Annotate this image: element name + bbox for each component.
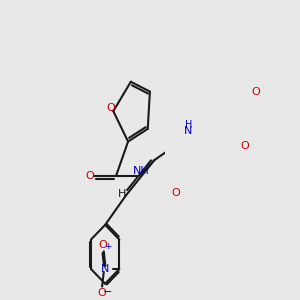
Text: O: O <box>97 288 106 298</box>
Text: NH: NH <box>133 167 150 176</box>
Text: O: O <box>86 171 94 181</box>
Text: +: + <box>104 242 112 251</box>
Text: O: O <box>106 103 115 113</box>
Text: H: H <box>185 120 192 130</box>
Text: N: N <box>101 264 110 274</box>
Text: O: O <box>172 188 180 198</box>
Text: H: H <box>118 189 126 199</box>
Text: O: O <box>99 241 107 250</box>
Text: N: N <box>183 126 192 136</box>
Text: −: − <box>102 287 112 297</box>
Text: O: O <box>241 142 249 152</box>
Text: O: O <box>252 87 260 97</box>
